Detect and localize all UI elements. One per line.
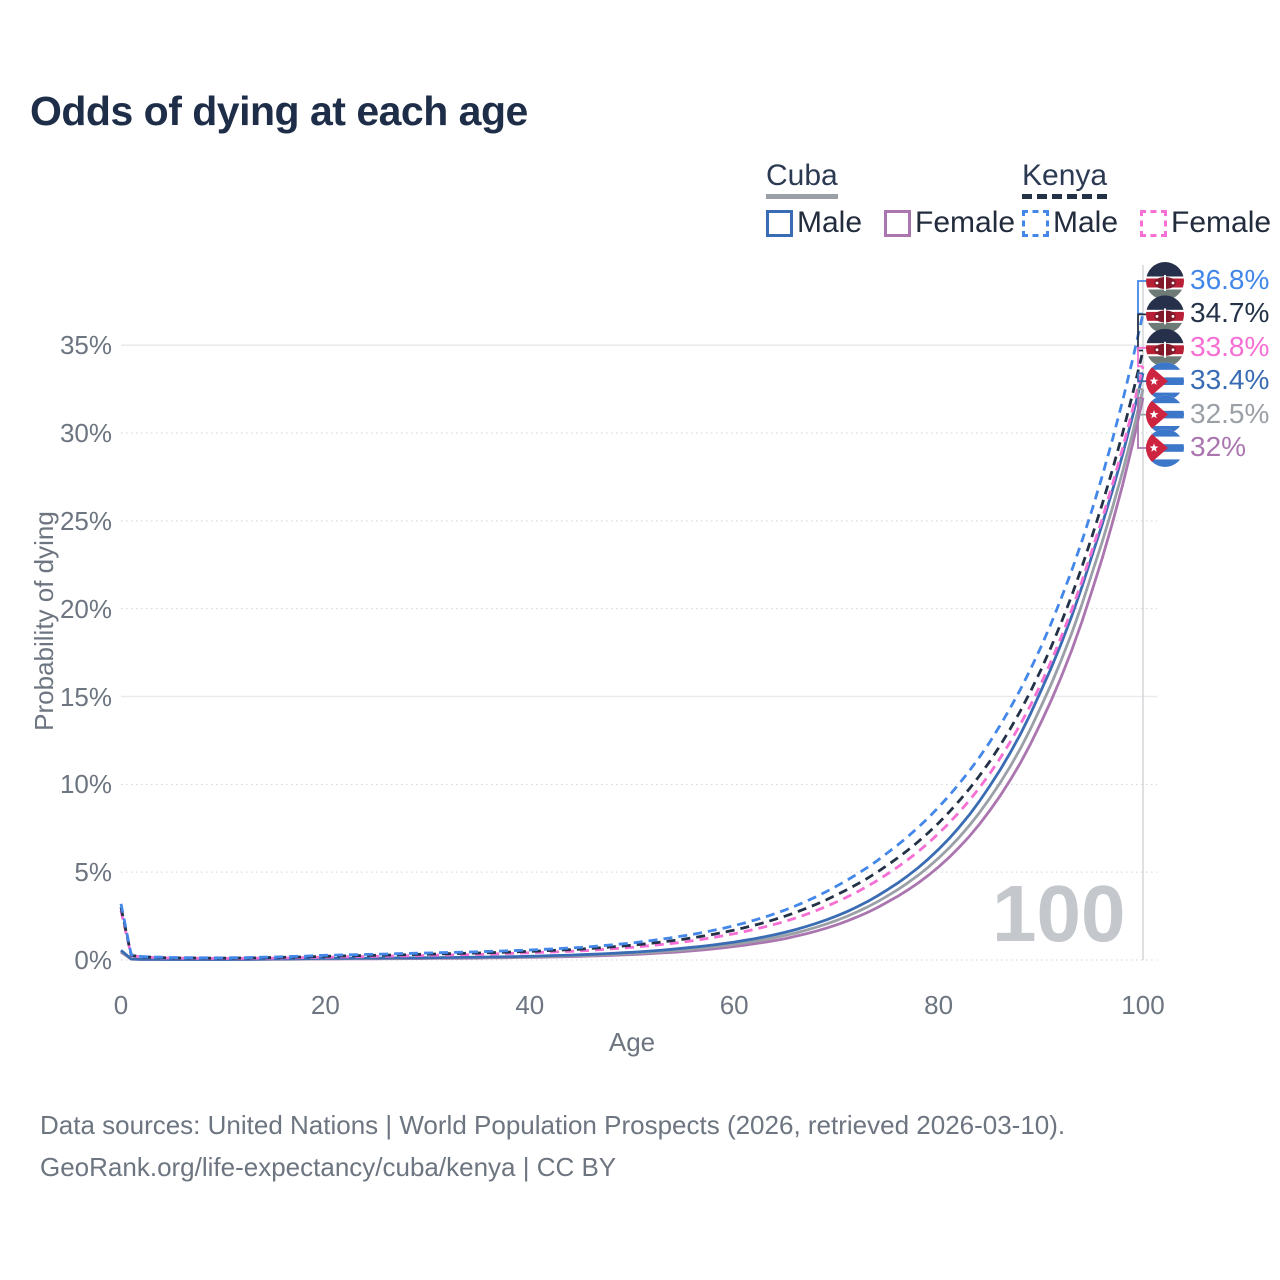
series-line-cuba-female[interactable] bbox=[120, 397, 1145, 961]
kenya-female-swatch-icon[interactable] bbox=[1140, 209, 1168, 237]
leader-line bbox=[1137, 346, 1146, 368]
leader-line bbox=[1137, 313, 1146, 352]
series-line-kenya-female[interactable] bbox=[119, 365, 1145, 960]
x-tick-label: 60 bbox=[719, 990, 749, 1020]
chart-plot-area[interactable] bbox=[0, 0, 1280, 1080]
cuba-flag-icon bbox=[1146, 362, 1184, 401]
leader-line bbox=[1137, 397, 1146, 449]
x-tick-label: 0 bbox=[113, 990, 129, 1020]
legend-group-cuba: Cuba Male Female bbox=[766, 160, 1037, 240]
legend-label-kenya-female[interactable]: Female bbox=[1171, 206, 1272, 239]
leader-line bbox=[1137, 372, 1146, 383]
end-value-label-cuba-male: 33.4% bbox=[1190, 364, 1270, 396]
cuba-female-swatch-icon[interactable] bbox=[884, 209, 912, 237]
legend-label-cuba-male[interactable]: Male bbox=[797, 206, 863, 239]
cuba-flag-icon bbox=[1146, 429, 1184, 467]
series-line-cuba-male[interactable] bbox=[120, 372, 1145, 961]
hovered-age-watermark: 100 bbox=[992, 869, 1126, 958]
series-line-kenya-both-sexes[interactable] bbox=[119, 350, 1145, 960]
x-tick-label: 20 bbox=[310, 990, 340, 1020]
cuba-male-swatch-icon[interactable] bbox=[766, 209, 793, 237]
kenya-flag-icon bbox=[1146, 328, 1184, 367]
page-title: Odds of dying at each age bbox=[30, 88, 528, 134]
legend-label-cuba-female[interactable]: Female bbox=[915, 206, 1016, 239]
source-line-1: Data sources: United Nations | World Pop… bbox=[40, 1110, 1066, 1140]
legend-title-kenya[interactable]: Kenya bbox=[1022, 160, 1108, 199]
legend-label-kenya-male[interactable]: Male bbox=[1053, 206, 1119, 239]
end-value-label-cuba-both-sexes: 32.5% bbox=[1190, 397, 1270, 429]
y-tick-label: 15% bbox=[59, 681, 112, 712]
x-tick-label: 80 bbox=[924, 990, 954, 1020]
legend-group-kenya: Kenya Male Female bbox=[1022, 160, 1280, 240]
series-line-cuba-both-sexes[interactable] bbox=[120, 388, 1145, 961]
x-tick-label: 40 bbox=[515, 990, 545, 1020]
end-value-label-kenya-both-sexes: 34.7% bbox=[1190, 297, 1270, 329]
kenya-flag-icon bbox=[1146, 262, 1184, 300]
cuba-flag-icon bbox=[1146, 395, 1184, 434]
source-attribution: Data sources: United Nations | World Pop… bbox=[40, 1104, 1065, 1188]
end-value-label-kenya-female: 33.8% bbox=[1190, 330, 1270, 362]
y-tick-label: 25% bbox=[59, 505, 112, 536]
y-tick-label: 0% bbox=[74, 945, 112, 975]
series-line-kenya-male[interactable] bbox=[119, 313, 1145, 960]
x-axis-title: Age bbox=[608, 1027, 656, 1057]
y-tick-label: 35% bbox=[59, 330, 112, 361]
kenya-male-swatch-icon[interactable] bbox=[1022, 209, 1049, 237]
y-tick-label: 30% bbox=[59, 418, 112, 449]
y-tick-label: 20% bbox=[59, 593, 112, 624]
legend-title-cuba[interactable]: Cuba bbox=[766, 160, 838, 199]
y-tick-label: 5% bbox=[74, 857, 112, 888]
kenya-flag-icon bbox=[1146, 295, 1184, 334]
end-value-label-cuba-female: 32% bbox=[1190, 431, 1247, 462]
end-value-label-kenya-male: 36.8% bbox=[1190, 264, 1270, 295]
leader-line bbox=[1137, 280, 1146, 315]
y-tick-label: 10% bbox=[59, 769, 112, 800]
x-tick-label: 100 bbox=[1121, 990, 1165, 1020]
source-line-2: GeoRank.org/life-expectancy/cuba/kenya |… bbox=[40, 1152, 617, 1182]
